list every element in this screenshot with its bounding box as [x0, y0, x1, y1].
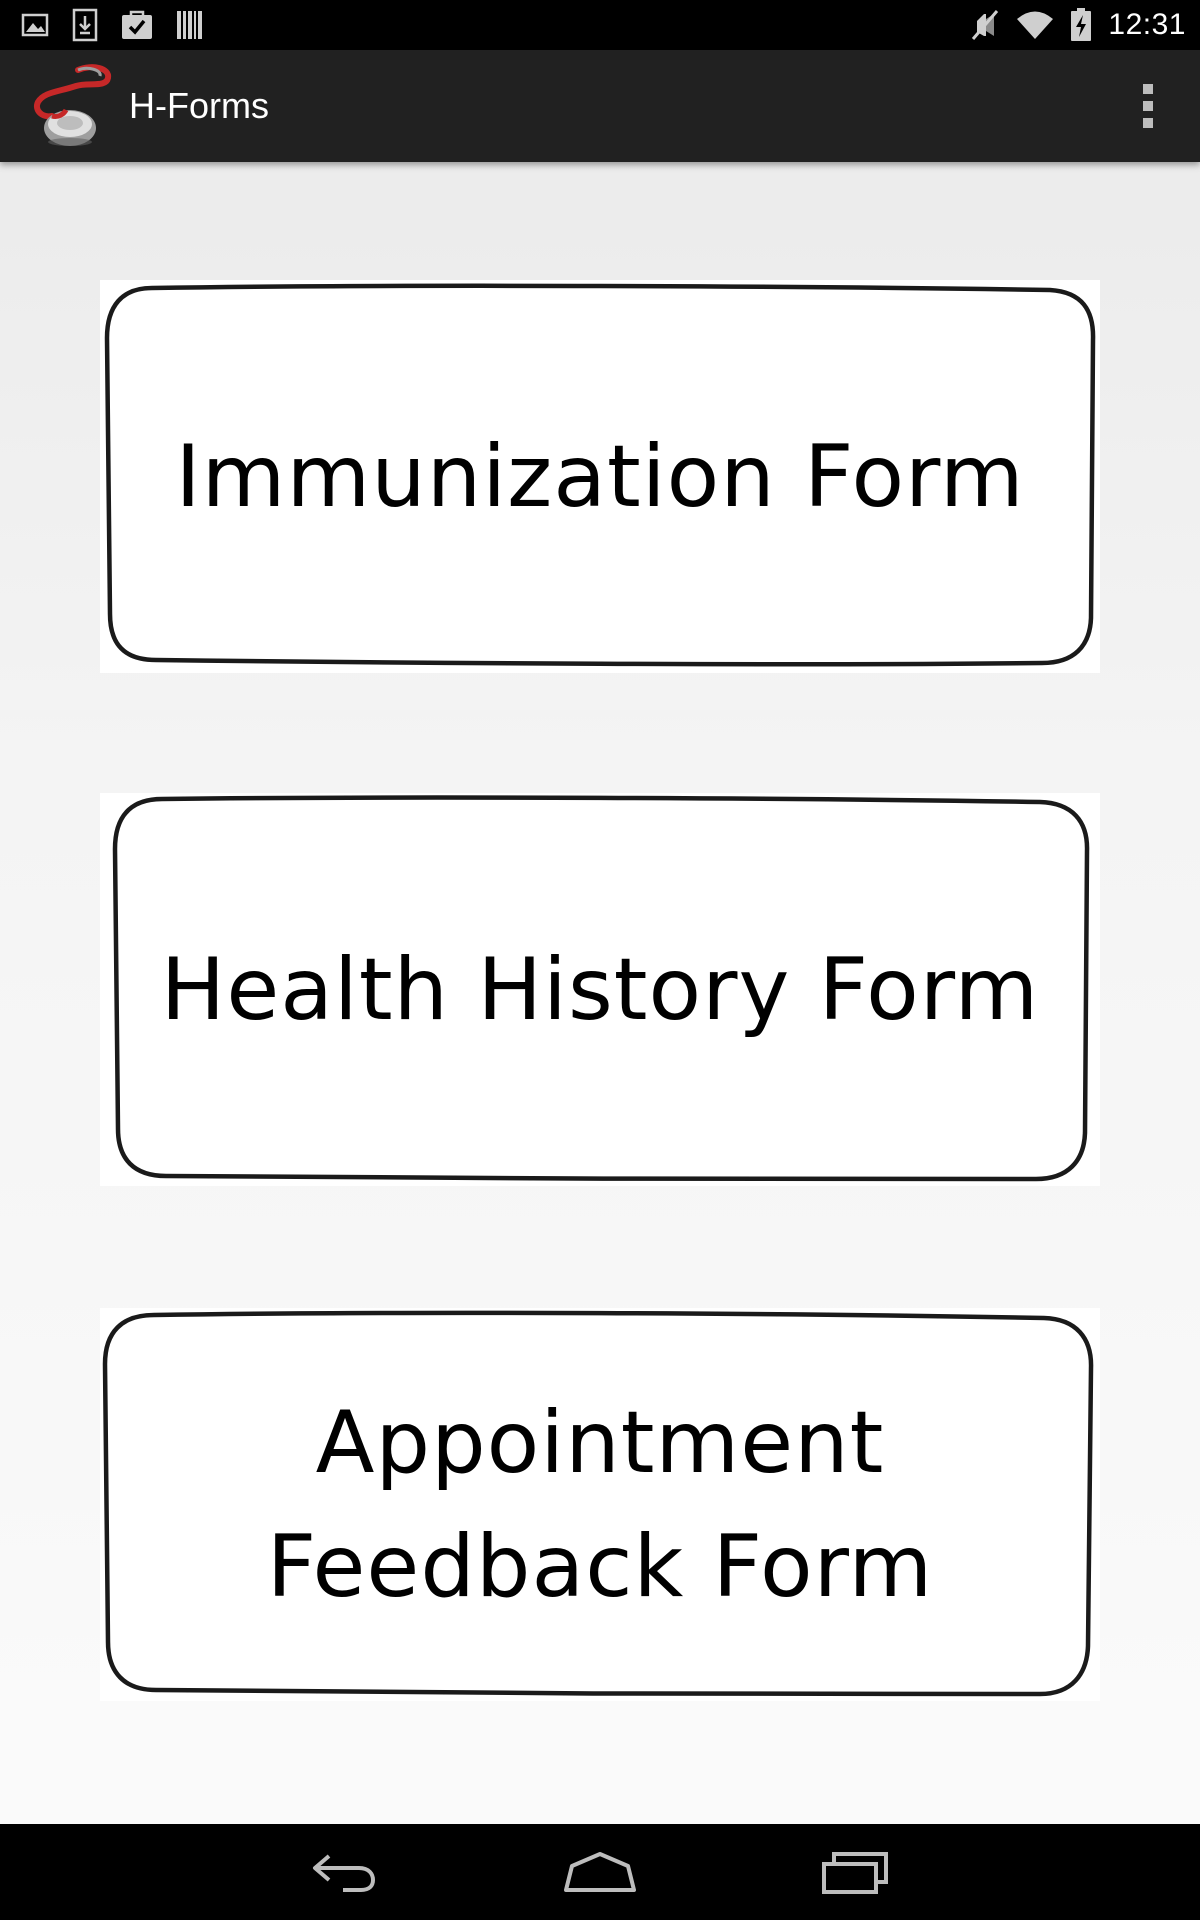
- menu-dot: [1143, 84, 1153, 94]
- barcode-icon: [176, 9, 202, 41]
- overflow-menu-icon[interactable]: [1116, 74, 1180, 138]
- button-frame: [102, 1310, 1094, 1697]
- status-bar: 12:31: [0, 0, 1200, 50]
- navigation-bar: [0, 1824, 1200, 1920]
- label-line: Appointment: [315, 1392, 885, 1493]
- button-frame: [104, 283, 1096, 667]
- back-icon[interactable]: [293, 1842, 393, 1902]
- appointment-feedback-form-button[interactable]: Appointment Feedback Form: [100, 1308, 1100, 1701]
- image-icon: [20, 10, 50, 40]
- immunization-form-button[interactable]: Immunization Form: [100, 280, 1100, 673]
- notification-icons: [20, 8, 202, 42]
- wifi-icon: [1016, 10, 1054, 40]
- system-icons: 12:31: [968, 0, 1186, 50]
- label-line: Feedback Form: [266, 1516, 934, 1617]
- home-icon[interactable]: [550, 1842, 650, 1902]
- stethoscope-icon[interactable]: [30, 62, 116, 150]
- health-history-form-label: Health History Form: [100, 793, 1100, 1186]
- label-line: Health History Form: [160, 939, 1040, 1040]
- health-history-form-button[interactable]: Health History Form: [100, 793, 1100, 1186]
- mute-icon: [968, 8, 1000, 42]
- immunization-form-label: Immunization Form: [100, 280, 1100, 673]
- download-icon: [72, 8, 98, 42]
- action-bar: H-Forms: [0, 50, 1200, 162]
- button-frame: [112, 795, 1090, 1182]
- menu-dot: [1143, 118, 1153, 128]
- appointment-feedback-form-label: Appointment Feedback Form: [100, 1308, 1100, 1701]
- battery-charging-icon: [1070, 8, 1092, 42]
- task-icon: [120, 9, 154, 41]
- recent-apps-icon[interactable]: [806, 1842, 906, 1902]
- status-time: 12:31: [1108, 8, 1186, 41]
- app-title: H-Forms: [129, 85, 269, 126]
- menu-dot: [1143, 101, 1153, 111]
- label-line: Immunization Form: [175, 426, 1025, 527]
